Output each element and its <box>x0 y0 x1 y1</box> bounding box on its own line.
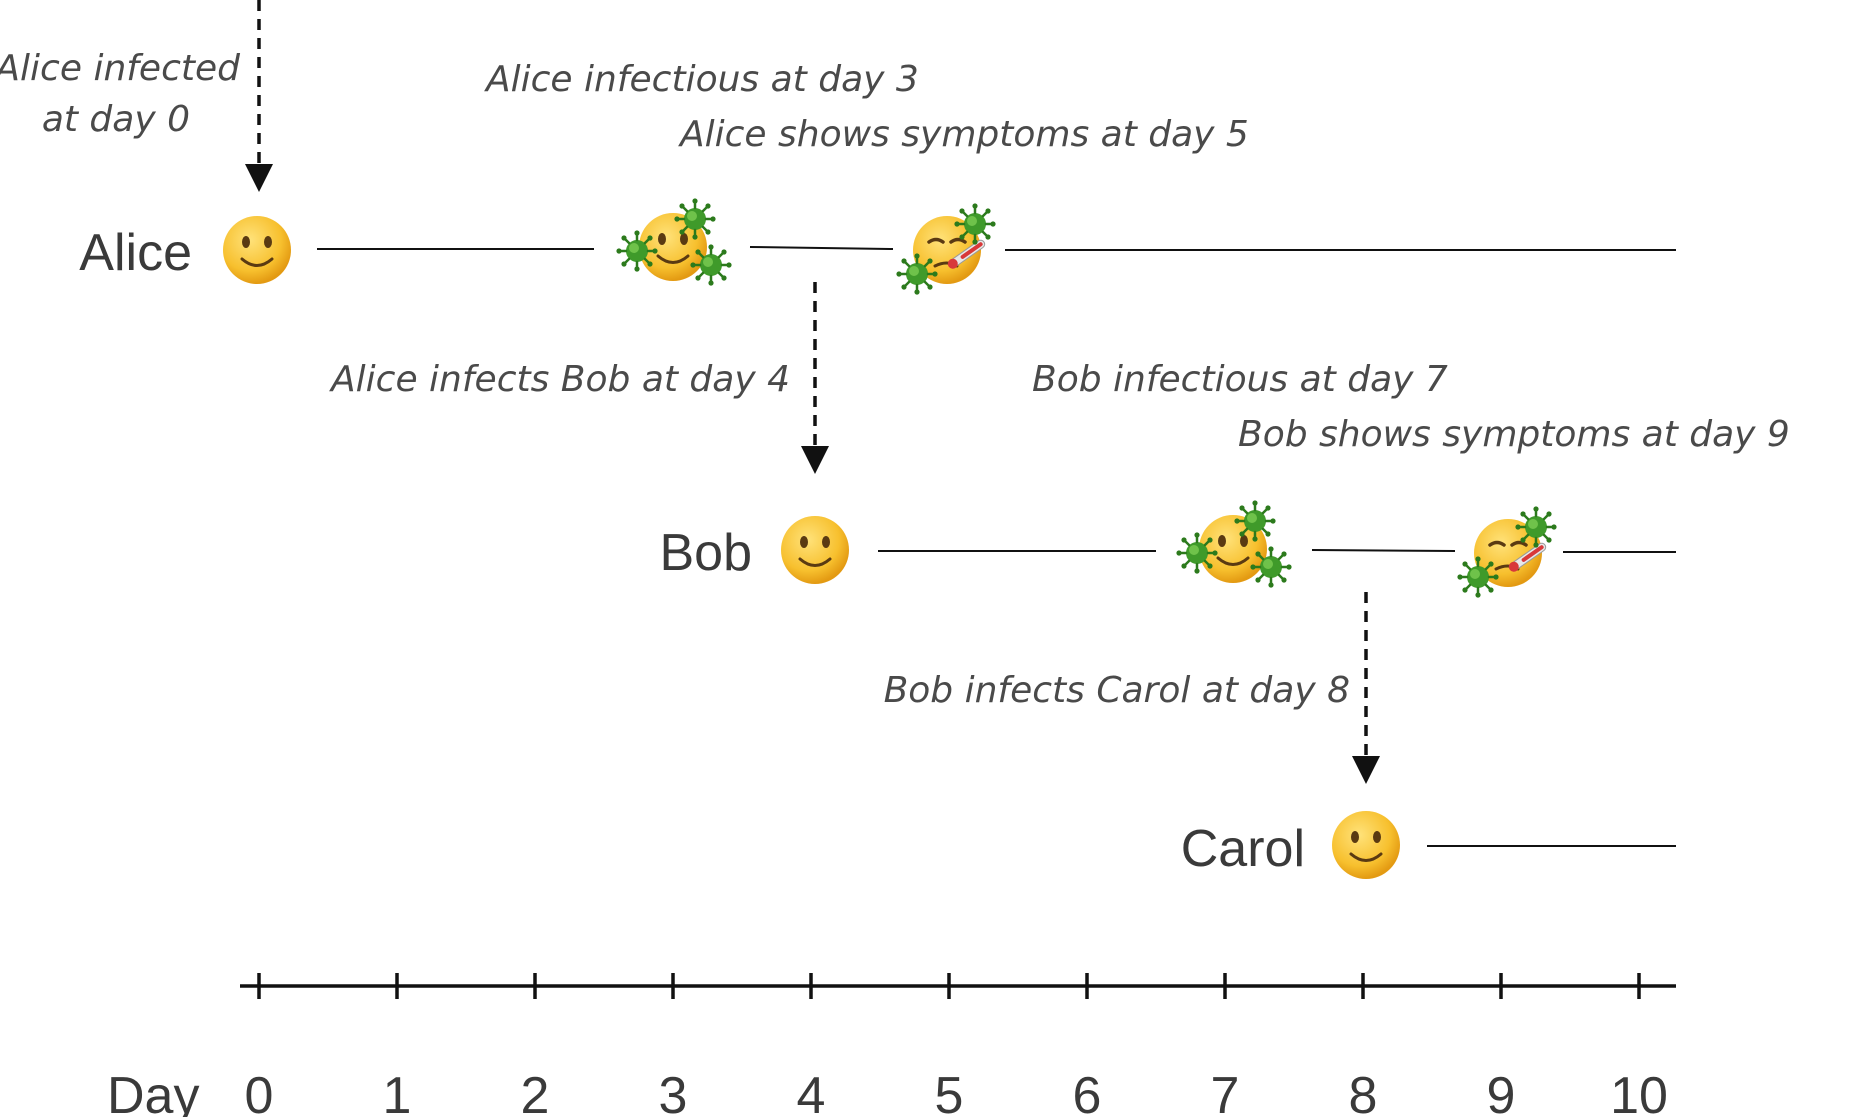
annotation-alice-infects-bob: Alice infects Bob at day 4 <box>329 359 790 400</box>
timeline-segment <box>749 246 894 250</box>
annotation-bob-symptoms: Bob shows symptoms at day 9 <box>1238 414 1790 455</box>
day-tick-label: 6 <box>1073 1067 1102 1117</box>
day-tick-label: 7 <box>1211 1067 1240 1117</box>
day-tick-label: 1 <box>383 1067 412 1117</box>
day-tick-label: 2 <box>521 1067 550 1117</box>
person-name-alice: Alice <box>79 224 192 282</box>
infectious-face-icon <box>1176 500 1291 587</box>
day-axis-label: Day <box>107 1067 199 1117</box>
infectious-face-icon <box>616 198 731 285</box>
person-name-carol: Carol <box>1181 820 1305 878</box>
annotation-alice-symptoms: Alice shows symptoms at day 5 <box>678 114 1249 155</box>
face-with-thermometer-icon <box>1457 506 1556 597</box>
annotation-bob-infects-carol: Bob infects Carol at day 8 <box>884 670 1350 711</box>
day-tick-label: 5 <box>935 1067 964 1117</box>
day-tick-label: 4 <box>797 1067 826 1117</box>
healthy-face-icon <box>1330 809 1402 881</box>
healthy-face-icon <box>221 214 293 286</box>
person-name-bob: Bob <box>659 524 752 582</box>
day-tick-label: 9 <box>1487 1067 1516 1117</box>
day-tick-label: 0 <box>245 1067 274 1117</box>
day-axis-ticks: 0 1 2 3 4 5 6 7 8 9 10 <box>245 973 1668 1117</box>
annotation-alice-infected-line1: Alice infected <box>0 48 241 89</box>
annotation-alice-infected-line2: at day 0 <box>42 99 190 140</box>
day-tick-label: 3 <box>659 1067 688 1117</box>
annotation-bob-infectious: Bob infectious at day 7 <box>1032 359 1448 400</box>
timeline-segment <box>1311 549 1456 552</box>
day-tick-label: 8 <box>1349 1067 1378 1117</box>
annotation-alice-infectious: Alice infectious at day 3 <box>484 59 919 100</box>
day-tick-label: 10 <box>1610 1067 1668 1117</box>
face-with-thermometer-icon <box>896 203 995 294</box>
healthy-face-icon <box>779 514 851 586</box>
